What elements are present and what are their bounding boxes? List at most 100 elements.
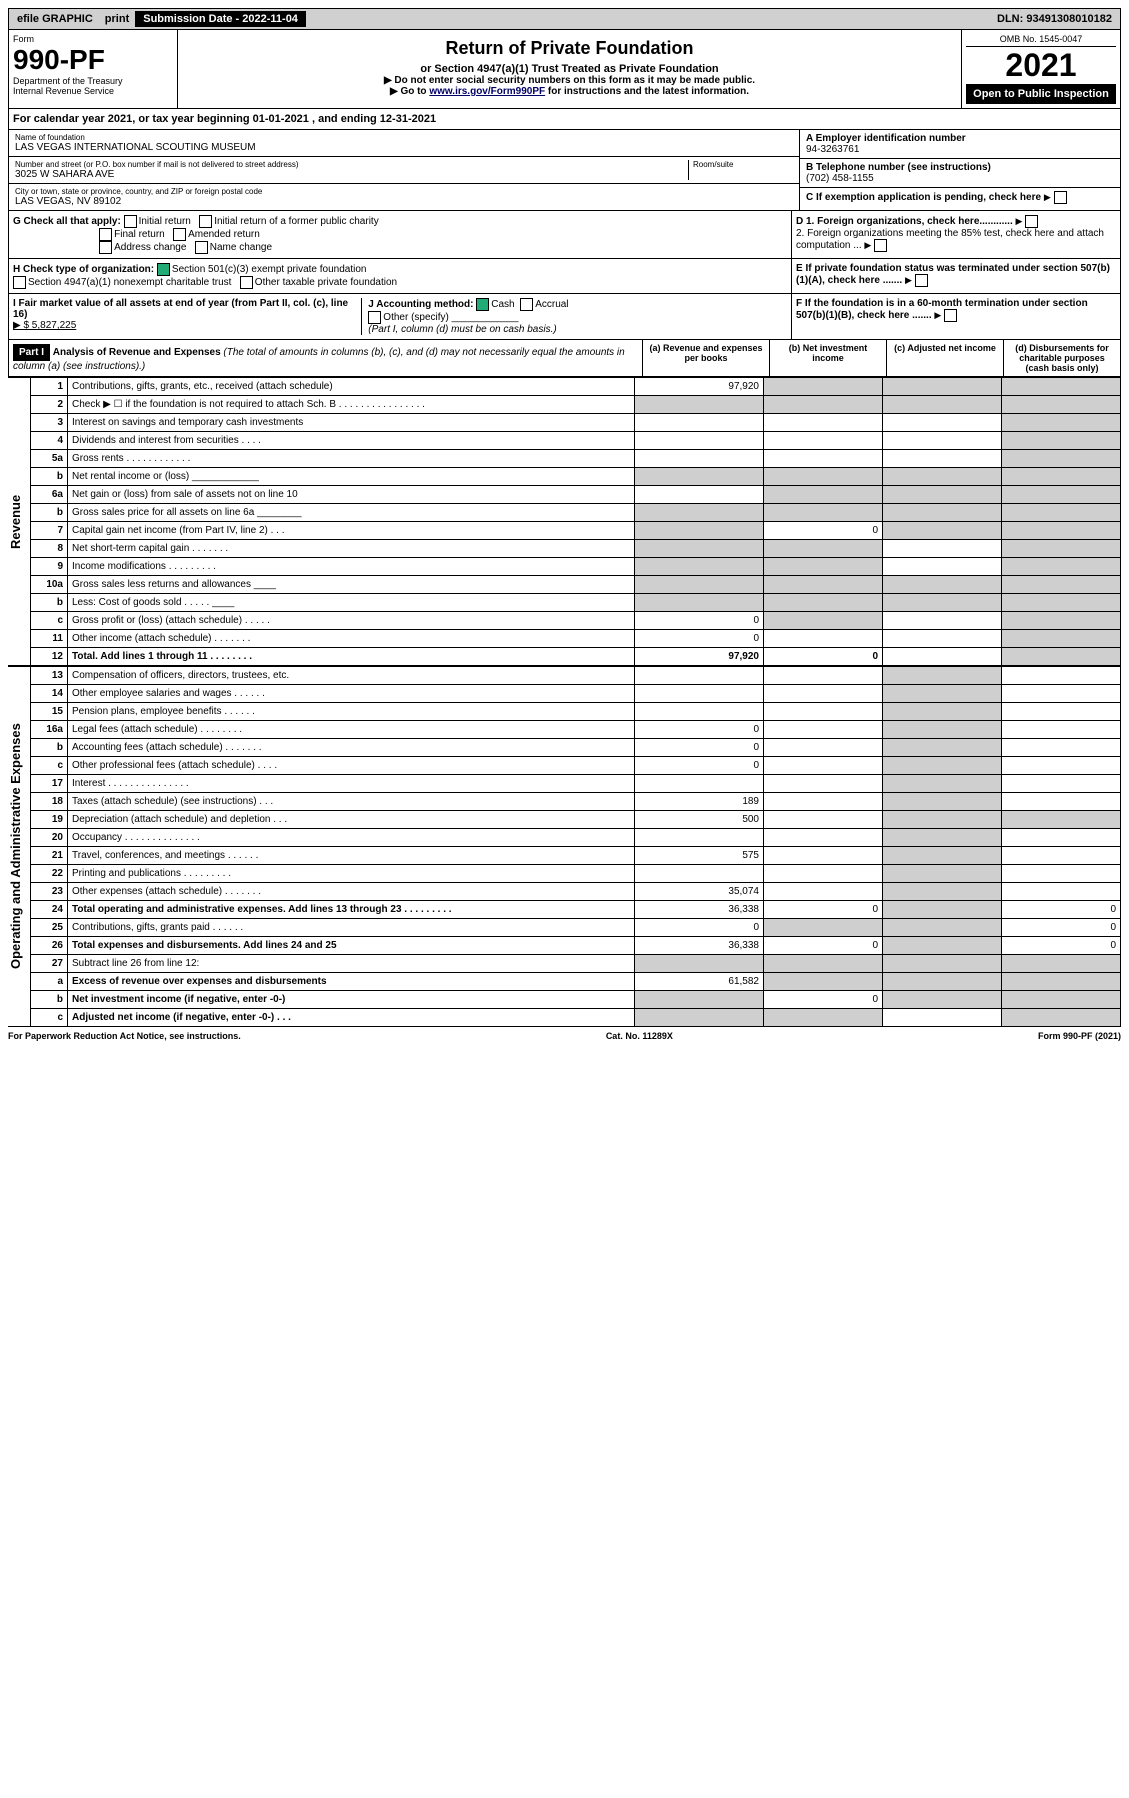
table-row: 1Contributions, gifts, grants, etc., rec… bbox=[31, 378, 1121, 396]
cash-basis-note: (Part I, column (d) must be on cash basi… bbox=[368, 324, 556, 335]
revenue-side-label: Revenue bbox=[8, 377, 31, 666]
cash-checkbox[interactable] bbox=[476, 298, 489, 311]
table-row: aExcess of revenue over expenses and dis… bbox=[31, 973, 1121, 991]
paperwork-notice: For Paperwork Reduction Act Notice, see … bbox=[8, 1031, 241, 1041]
exemption-checkbox[interactable] bbox=[1054, 191, 1067, 204]
table-row: 20Occupancy . . . . . . . . . . . . . . bbox=[31, 829, 1121, 847]
table-row: 27Subtract line 26 from line 12: bbox=[31, 955, 1121, 973]
e-label: E If private foundation status was termi… bbox=[796, 263, 1110, 286]
table-row: 4Dividends and interest from securities … bbox=[31, 432, 1121, 450]
revenue-table: 1Contributions, gifts, grants, etc., rec… bbox=[31, 377, 1121, 666]
addr-change-cb[interactable] bbox=[99, 241, 112, 254]
table-row: 25Contributions, gifts, grants paid . . … bbox=[31, 919, 1121, 937]
section-g-row: G Check all that apply: Initial return I… bbox=[8, 211, 1121, 259]
name-change-cb[interactable] bbox=[195, 241, 208, 254]
phone-value: (702) 458-1155 bbox=[806, 173, 1114, 184]
ssn-note: ▶ Do not enter social security numbers o… bbox=[182, 75, 957, 86]
other-taxable-checkbox[interactable] bbox=[240, 276, 253, 289]
header-mid: Return of Private Foundation or Section … bbox=[178, 30, 962, 108]
dept-label: Department of the Treasury bbox=[13, 76, 173, 86]
revenue-section: Revenue 1Contributions, gifts, grants, e… bbox=[8, 377, 1121, 666]
table-row: bNet investment income (if negative, ent… bbox=[31, 991, 1121, 1009]
part1-badge: Part I bbox=[13, 344, 50, 361]
form-title: Return of Private Foundation bbox=[182, 38, 957, 59]
initial-former-cb[interactable] bbox=[199, 215, 212, 228]
501c3-checkbox[interactable] bbox=[157, 263, 170, 276]
table-row: 16aLegal fees (attach schedule) . . . . … bbox=[31, 721, 1121, 739]
form-header: Form 990-PF Department of the Treasury I… bbox=[8, 30, 1121, 109]
identity-grid: Name of foundation LAS VEGAS INTERNATION… bbox=[8, 130, 1121, 211]
part1-title: Analysis of Revenue and Expenses bbox=[53, 347, 221, 358]
4947-checkbox[interactable] bbox=[13, 276, 26, 289]
form-word: Form bbox=[13, 34, 173, 44]
table-row: 13Compensation of officers, directors, t… bbox=[31, 667, 1121, 685]
table-row: bAccounting fees (attach schedule) . . .… bbox=[31, 739, 1121, 757]
city-state-zip: LAS VEGAS, NV 89102 bbox=[15, 196, 793, 207]
arrow-icon bbox=[1044, 192, 1051, 203]
d2-checkbox[interactable] bbox=[874, 239, 887, 252]
table-row: cOther professional fees (attach schedul… bbox=[31, 757, 1121, 775]
form-number: 990-PF bbox=[13, 44, 173, 76]
accrual-checkbox[interactable] bbox=[520, 298, 533, 311]
table-row: 18Taxes (attach schedule) (see instructi… bbox=[31, 793, 1121, 811]
print-button[interactable]: print bbox=[99, 11, 135, 27]
expenses-side-label: Operating and Administrative Expenses bbox=[8, 666, 31, 1027]
form-ref: Form 990-PF (2021) bbox=[1038, 1031, 1121, 1041]
irs-label: Internal Revenue Service bbox=[13, 86, 173, 96]
street-address: 3025 W SAHARA AVE bbox=[15, 169, 688, 180]
header-right: OMB No. 1545-0047 2021 Open to Public In… bbox=[962, 30, 1120, 108]
table-row: 22Printing and publications . . . . . . … bbox=[31, 865, 1121, 883]
table-row: 9Income modifications . . . . . . . . . bbox=[31, 558, 1121, 576]
instructions-link[interactable]: www.irs.gov/Form990PF bbox=[429, 86, 545, 97]
section-h-row: H Check type of organization: Section 50… bbox=[8, 259, 1121, 294]
table-row: bGross sales price for all assets on lin… bbox=[31, 504, 1121, 522]
initial-return-cb[interactable] bbox=[124, 215, 137, 228]
dln-label: DLN: 93491308010182 bbox=[991, 11, 1118, 27]
efile-label: efile GRAPHIC bbox=[11, 11, 99, 27]
final-return-cb[interactable] bbox=[99, 228, 112, 241]
table-row: 15Pension plans, employee benefits . . .… bbox=[31, 703, 1121, 721]
page-footer: For Paperwork Reduction Act Notice, see … bbox=[8, 1027, 1121, 1045]
table-row: 3Interest on savings and temporary cash … bbox=[31, 414, 1121, 432]
col-d-header: (d) Disbursements for charitable purpose… bbox=[1003, 340, 1120, 376]
col-b-header: (b) Net investment income bbox=[769, 340, 886, 376]
room-label: Room/suite bbox=[693, 160, 793, 169]
table-row: 6aNet gain or (loss) from sale of assets… bbox=[31, 486, 1121, 504]
submission-date: Submission Date - 2022-11-04 bbox=[135, 11, 306, 27]
form-subtitle: or Section 4947(a)(1) Trust Treated as P… bbox=[182, 63, 957, 75]
ein-value: 94-3263761 bbox=[806, 144, 1114, 155]
name-label: Name of foundation bbox=[15, 133, 793, 142]
table-row: 11Other income (attach schedule) . . . .… bbox=[31, 630, 1121, 648]
d1-label: D 1. Foreign organizations, check here..… bbox=[796, 216, 1013, 227]
section-ij-row: I Fair market value of all assets at end… bbox=[8, 294, 1121, 340]
table-row: bLess: Cost of goods sold . . . . . ____ bbox=[31, 594, 1121, 612]
d1-checkbox[interactable] bbox=[1025, 215, 1038, 228]
table-row: 23Other expenses (attach schedule) . . .… bbox=[31, 883, 1121, 901]
other-method-checkbox[interactable] bbox=[368, 311, 381, 324]
ein-label: A Employer identification number bbox=[806, 133, 1114, 144]
table-row: 5aGross rents . . . . . . . . . . . . bbox=[31, 450, 1121, 468]
expenses-section: Operating and Administrative Expenses 13… bbox=[8, 666, 1121, 1027]
addr-label: Number and street (or P.O. box number if… bbox=[15, 160, 688, 169]
f-label: F If the foundation is in a 60-month ter… bbox=[796, 298, 1088, 321]
open-public-badge: Open to Public Inspection bbox=[966, 84, 1116, 104]
top-bar: efile GRAPHIC print Submission Date - 20… bbox=[8, 8, 1121, 30]
amended-return-cb[interactable] bbox=[173, 228, 186, 241]
table-row: 2Check ▶ ☐ if the foundation is not requ… bbox=[31, 396, 1121, 414]
col-a-header: (a) Revenue and expenses per books bbox=[642, 340, 769, 376]
header-left: Form 990-PF Department of the Treasury I… bbox=[9, 30, 178, 108]
phone-label: B Telephone number (see instructions) bbox=[806, 162, 1114, 173]
i-label: I Fair market value of all assets at end… bbox=[13, 298, 348, 320]
table-row: 14Other employee salaries and wages . . … bbox=[31, 685, 1121, 703]
part1-header-row: Part I Analysis of Revenue and Expenses … bbox=[8, 340, 1121, 377]
tax-year: 2021 bbox=[966, 47, 1116, 84]
table-row: 21Travel, conferences, and meetings . . … bbox=[31, 847, 1121, 865]
e-checkbox[interactable] bbox=[915, 274, 928, 287]
table-row: 26Total expenses and disbursements. Add … bbox=[31, 937, 1121, 955]
table-row: 8Net short-term capital gain . . . . . .… bbox=[31, 540, 1121, 558]
city-label: City or town, state or province, country… bbox=[15, 187, 793, 196]
calendar-year-row: For calendar year 2021, or tax year begi… bbox=[8, 109, 1121, 130]
g-label: G Check all that apply: bbox=[13, 216, 121, 227]
f-checkbox[interactable] bbox=[944, 309, 957, 322]
table-row: 17Interest . . . . . . . . . . . . . . . bbox=[31, 775, 1121, 793]
